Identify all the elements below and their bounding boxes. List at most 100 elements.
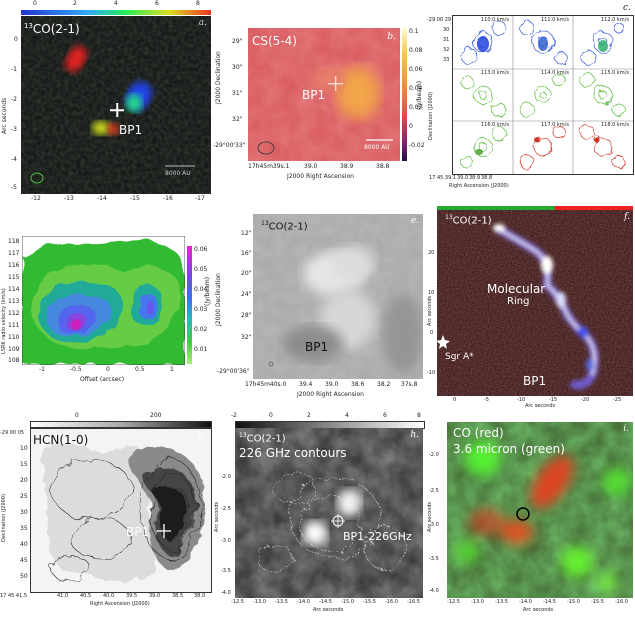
y-axis-label: LSRK radio velocity (km/s) — [1, 288, 7, 354]
source-label: BP1 — [126, 525, 150, 539]
panel-e-xticks: 17h45m40s.0 39.4 39.0 38.6 38.2 37s.8 — [245, 381, 426, 390]
cbar-tick: 0.05 — [194, 266, 208, 273]
x-tick: 38.9 — [340, 163, 354, 170]
x-tick: 39.0 — [325, 381, 339, 388]
y-tick: 111 — [8, 322, 20, 329]
y-tick: 118 — [8, 238, 20, 245]
x-tick: 1 — [170, 366, 174, 373]
channel-velocity: 114.0 km/s — [541, 70, 569, 76]
y-tick: -29 00 05 — [0, 430, 25, 436]
x-tick: 39.4 — [299, 381, 313, 388]
cbar-tick: 6 — [383, 412, 387, 419]
x-tick: -15.0 — [567, 599, 580, 605]
cbar-tick: 0.04 — [194, 286, 208, 293]
x-tick: -13.5 — [275, 599, 288, 605]
x-tick: 17 45 41.5 — [0, 593, 28, 599]
colorbar-b-ticks: 0.1 0.08 0.06 0.04 0.02 0 -0.02 — [409, 28, 426, 168]
x-tick: 38.0 — [194, 593, 206, 599]
colorbar-g — [30, 421, 212, 428]
panel-h-yticks: -2.0 -2.5 -3.0 -3.5 -4.0 — [213, 428, 235, 598]
y-axis-label: J2000 Declination — [215, 51, 222, 104]
cbar-tick: 0.03 — [194, 306, 208, 313]
y-tick: -29°00'36" — [217, 368, 250, 375]
panel-c-channel-grid: 110.0 km/s 111.0 km/s 112.0 km/s 113.0 k… — [452, 15, 634, 175]
panel-title: HCN(1-0) — [33, 433, 89, 447]
x-tick: -17 — [195, 195, 205, 202]
panel-g-xticks: 17 45 41.5 41.0 40.5 40.0 39.5 39.0 38.5… — [0, 593, 212, 601]
panel-e-emission — [253, 214, 423, 379]
colorbar-b — [402, 28, 407, 161]
cbar-tick: 0.02 — [409, 104, 423, 111]
cbar-tick: 0 — [269, 412, 273, 419]
y-tick: 116 — [8, 262, 20, 269]
x-tick: 17h45m39s.1 — [248, 163, 290, 170]
cbar-tick: 8 — [196, 0, 200, 7]
panel-a-emission — [21, 16, 211, 194]
panel-f-yticks: 20 10 0 -10 — [427, 210, 437, 396]
y-tick: 114 — [8, 286, 20, 293]
panel-letter: d. — [172, 238, 181, 248]
x-tick: -14 — [97, 195, 107, 202]
x-tick: -15.5 — [591, 599, 604, 605]
y-tick: 40 — [20, 541, 28, 548]
molecule-label: CO(2-1) — [452, 215, 492, 227]
x-tick: -14.0 — [519, 599, 532, 605]
panel-letter: a. — [198, 18, 207, 28]
molecule-label: CO(2-1) — [246, 433, 286, 445]
channel-velocity: 118.0 km/s — [601, 122, 629, 128]
panel-letter: h. — [410, 430, 419, 440]
cbar-tick: 2 — [73, 0, 77, 7]
panel-f-xticks: 0 -5 -10 -15 -20 -25 — [437, 397, 633, 404]
x-tick: -15 — [549, 397, 558, 403]
y-axis-label: J2000 Declination — [215, 273, 222, 326]
colorbar-h-ticks: -2 0 2 4 6 8 — [231, 412, 423, 421]
legend-green: 3.6 micron (green) — [453, 442, 565, 456]
cbar-tick: 0.04 — [409, 85, 423, 92]
x-tick: 41.0 — [57, 593, 69, 599]
x-tick: -1 — [39, 366, 45, 373]
x-tick: 40.0 — [103, 593, 115, 599]
panel-letter: g. — [198, 431, 207, 441]
colorbar-label: (Jy/beam) — [204, 276, 211, 306]
panel-h: -2 0 2 4 6 8 h. — [213, 412, 426, 618]
panel-letter: i. — [623, 424, 629, 434]
y-tick: 20" — [241, 270, 252, 277]
y-tick: 25 — [20, 493, 28, 500]
y-tick: 29" — [232, 38, 243, 45]
y-tick: -3.0 — [221, 538, 231, 544]
panel-i: i. CO (red) 3.6 micron (green) -2.0 -2.5… — [427, 412, 635, 618]
channel-velocity: 113.0 km/s — [481, 70, 509, 76]
colorbar-d-ticks: 0.06 0.05 0.04 0.03 0.02 0.01 — [194, 246, 212, 366]
panel-b-yticks: 29" 30" 31" 32" -29°00'33" — [213, 28, 248, 168]
source-label: BP1 — [305, 340, 329, 354]
y-tick: 109 — [8, 346, 20, 353]
y-tick: 31 — [443, 37, 450, 43]
y-tick: 50 — [20, 573, 28, 580]
y-tick: 0 — [430, 330, 434, 336]
y-axis-label: Arc seconds — [214, 501, 220, 532]
x-tick: 38.8 — [376, 163, 390, 170]
cbar-tick: -0.02 — [409, 142, 425, 149]
y-tick: -4.0 — [429, 588, 439, 594]
scale-label: 8000 AU — [165, 170, 191, 177]
x-axis-label: J2000 Right Ascension — [297, 391, 364, 398]
x-tick: -15 — [130, 195, 140, 202]
y-tick: -2.0 — [429, 452, 439, 458]
x-tick: 38.8 — [481, 175, 493, 181]
panel-letter: b. — [387, 32, 396, 42]
y-tick: -10 — [427, 370, 436, 376]
y-tick: -3.5 — [221, 568, 231, 574]
y-tick: 28" — [241, 312, 252, 319]
panel-g-contours — [41, 444, 205, 582]
x-axis-label: Right Ascension (J2000) — [449, 183, 509, 189]
x-axis-label: Right Ascension (J2000) — [90, 601, 150, 607]
subtitle: 226 GHz contours — [239, 446, 347, 460]
panel-f-topbar — [437, 206, 633, 210]
x-tick: 39.0 — [304, 163, 318, 170]
y-axis-label: Declination (J2000) — [1, 494, 7, 542]
panel-f-image: f. 13CO(2-1) Molecular Ring Sgr A* BP1 — [437, 210, 633, 396]
y-tick: 12" — [241, 230, 252, 237]
y-tick: 117 — [8, 250, 20, 257]
panel-c-contours — [453, 16, 633, 174]
panel-b-emission — [248, 28, 400, 161]
